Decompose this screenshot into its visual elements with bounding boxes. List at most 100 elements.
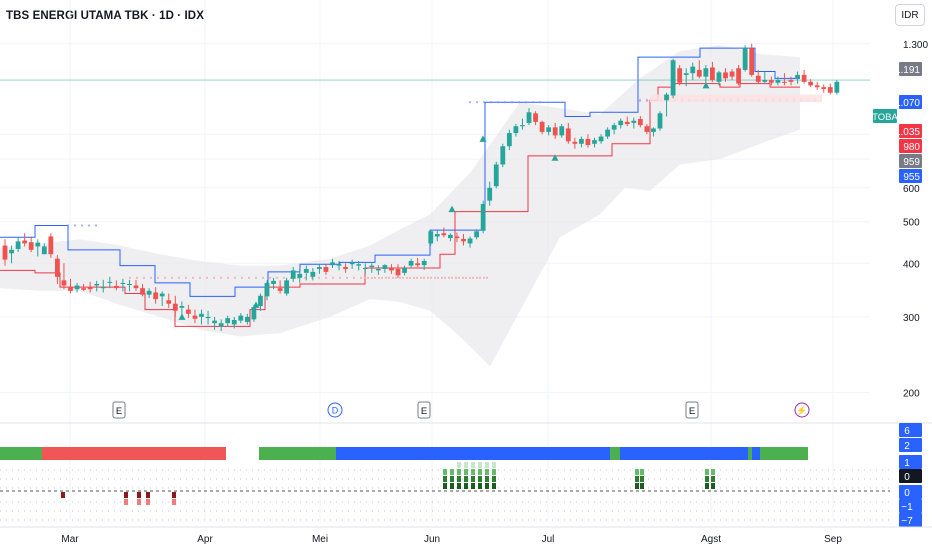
candle-body [323, 267, 329, 272]
candle-body [500, 146, 506, 165]
positive-histogram-bar [471, 483, 475, 489]
lower-band-dot [645, 98, 649, 101]
negative-histogram-bar [146, 499, 150, 505]
price-axis: 2003004005006007008001.3001.1911.0701.03… [872, 40, 928, 400]
candle-body [290, 270, 296, 279]
candle-body [506, 133, 512, 147]
lower-band-dot [359, 276, 363, 279]
earnings-event-marker [417, 401, 431, 419]
positive-histogram-bar [492, 469, 496, 475]
buy-signal-marker [551, 154, 559, 161]
candle-body [467, 238, 473, 244]
positive-histogram-bar [485, 469, 489, 475]
price-tag-label: 1.035 [895, 127, 920, 138]
price-tag [899, 154, 922, 168]
candlestick-series [2, 43, 840, 332]
lower-band-dot [426, 276, 430, 279]
buy-signal-marker [178, 313, 186, 320]
candle-body [231, 320, 237, 325]
candle-body [166, 300, 172, 304]
candle-body [546, 127, 552, 132]
positive-histogram-bar [640, 469, 644, 475]
lower-band-dot [485, 276, 489, 279]
negative-histogram-bar [137, 499, 141, 505]
lower-band-dot [447, 276, 451, 279]
candle-body [762, 80, 768, 82]
candle-body [434, 234, 440, 237]
lower-band-dot [394, 276, 398, 279]
positive-histogram-bar [443, 469, 447, 475]
oscillator-tag [899, 485, 922, 499]
candle-body [107, 281, 113, 283]
upper-band-dot [80, 224, 84, 227]
symbol-tag-label: TOBA [872, 112, 898, 123]
candle-body [205, 316, 211, 319]
lower-band-dot [387, 276, 391, 279]
upper-band-dot [489, 101, 493, 104]
candle-body [87, 287, 93, 290]
regime-segment [752, 447, 760, 460]
upper-band-dot [510, 101, 514, 104]
lower-band-dot [443, 276, 447, 279]
price-tag-label: 980 [903, 142, 920, 153]
candle-body [526, 112, 532, 123]
buy-signal-marker [252, 301, 260, 308]
candle-body [133, 285, 139, 289]
positive-histogram-bar [457, 483, 461, 489]
candle-body [565, 128, 571, 142]
candle-body [199, 313, 204, 317]
positive-histogram-bar [443, 483, 447, 489]
time-axis-label: Mei [312, 534, 328, 545]
upper-band-dot [503, 101, 507, 104]
candle-body [297, 273, 303, 278]
candle-body [389, 268, 394, 271]
candle-body [48, 236, 54, 255]
lower-band-dot [317, 276, 321, 279]
candle-body [814, 85, 820, 88]
candle-body [74, 285, 80, 290]
candle-body [572, 141, 578, 144]
oscillator-tag-label: 0 [904, 472, 910, 483]
price-axis-label: 1.300 [903, 40, 928, 51]
candle-body [218, 323, 224, 327]
candle-body [303, 268, 309, 273]
lower-band-dot [461, 276, 465, 279]
time-axis-label: Apr [197, 534, 213, 545]
upper-band-dot [538, 101, 542, 104]
lower-band-dot [415, 276, 419, 279]
candle-body [402, 268, 407, 273]
regime-segment [760, 447, 808, 460]
oscillator-tag-label: −7 [901, 516, 913, 527]
candle-body [448, 234, 453, 239]
positive-histogram-bar [450, 483, 454, 489]
regime-segment [748, 447, 752, 460]
candle-body [127, 283, 132, 285]
negative-histogram-bar [172, 499, 176, 505]
candle-body [755, 75, 761, 82]
lower-band-dot [247, 276, 251, 279]
candle-body [186, 309, 191, 314]
candle-body [61, 280, 67, 286]
lower-band-dot [198, 276, 202, 279]
positive-histogram-bar [640, 476, 644, 482]
volatility-cloud [0, 45, 800, 367]
candle-body [172, 303, 178, 311]
oscillator-tag-label: 2 [904, 441, 910, 452]
candle-body [395, 268, 401, 276]
positive-histogram-bar [492, 462, 496, 468]
negative-histogram-bar [61, 492, 65, 498]
positive-histogram-bar [464, 483, 468, 489]
candle-body [94, 283, 100, 286]
positive-histogram-bar [635, 483, 639, 489]
oscillator-tag [899, 423, 922, 437]
currency-button[interactable]: IDR [895, 4, 925, 26]
candle-body [113, 286, 119, 289]
lower-band-dot [405, 276, 409, 279]
price-tag-label: 1.070 [895, 98, 920, 109]
positive-histogram-bar [705, 476, 709, 482]
lower-band-dot [156, 276, 160, 279]
candle-body [251, 307, 257, 320]
positive-histogram-bar [471, 462, 475, 468]
lower-band-dot [212, 276, 216, 279]
